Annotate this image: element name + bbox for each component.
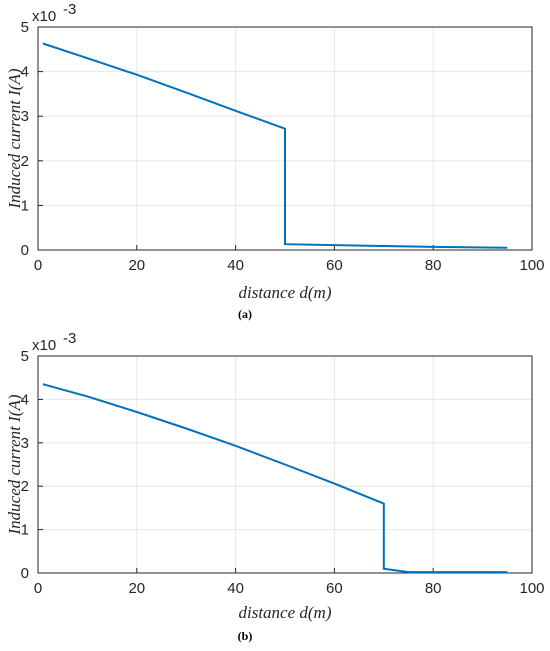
chart-a-y-tick-label: 5 xyxy=(21,19,29,36)
chart-a-x-tick-label: 60 xyxy=(326,257,343,274)
chart-a-axes-box xyxy=(37,26,533,251)
chart-a-y-tick-label: 1 xyxy=(21,197,29,214)
chart-b-y-tick-label: 0 xyxy=(21,565,29,582)
chart-a-series-line xyxy=(42,42,508,249)
chart-b-caption: (b) xyxy=(238,629,253,643)
chart-a-x-tick-label: 0 xyxy=(34,257,42,274)
chart-a-y-tick-label: 4 xyxy=(21,64,29,81)
chart-b-axes-box xyxy=(37,355,533,574)
chart-b-y-tick-label: 2 xyxy=(21,478,29,495)
chart-b-x-tick-label: 80 xyxy=(425,580,442,597)
chart-b-x-tick-label: 100 xyxy=(519,580,544,597)
chart-b-y-tick-label: 3 xyxy=(21,435,29,452)
chart-b-x-tick-label: 0 xyxy=(34,580,42,597)
chart-a-y-tick-label: 2 xyxy=(21,153,29,170)
chart-a-ticks: 0 20 40 60 80 100 0 1 2 3 4 5 xyxy=(21,19,545,274)
chart-b-y-tick-label: 1 xyxy=(21,522,29,539)
chart-b-x-tick-label: 60 xyxy=(326,580,343,597)
chart-b-x-axis-label: distance d(m) xyxy=(238,603,331,622)
chart-a-x-tick-label: 20 xyxy=(128,257,145,274)
chart-b-y-tick-label: 5 xyxy=(21,348,29,365)
chart-a-x-axis-label: distance d(m) xyxy=(238,283,331,302)
chart-b-y-tick-label: 4 xyxy=(21,391,29,408)
chart-b-series-line xyxy=(42,383,508,574)
chart-a-x-tick-label: 80 xyxy=(425,257,442,274)
chart-b-x-tick-label: 40 xyxy=(227,580,244,597)
chart-a-x-tick-label: 100 xyxy=(519,257,544,274)
chart-b-x-tick-label: 20 xyxy=(128,580,145,597)
chart-b-ticks: 0 20 40 60 80 100 0 1 2 3 4 5 xyxy=(21,348,545,597)
chart-a-caption: (a) xyxy=(238,307,252,321)
chart-b-y-exponent-base: x10 xyxy=(32,337,56,354)
chart-a-y-tick-label: 3 xyxy=(21,108,29,125)
chart-b-y-axis-label: Induced current I(A) xyxy=(5,394,24,535)
chart-a-y-axis-label: Induced current I(A) xyxy=(5,68,24,209)
chart-a-y-exponent-base: x10 xyxy=(32,8,56,25)
chart-b-y-exponent-power: -3 xyxy=(63,330,76,347)
chart-a-x-tick-label: 40 xyxy=(227,257,244,274)
chart-a-y-exponent-power: -3 xyxy=(63,1,76,18)
chart-a-y-tick-label: 0 xyxy=(21,242,29,259)
